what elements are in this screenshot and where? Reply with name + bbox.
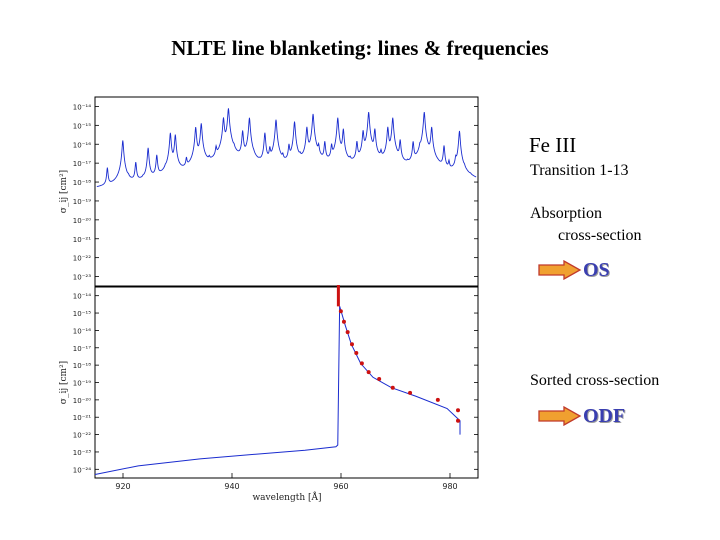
- odf-point: [345, 330, 350, 335]
- y-tick-label: 10⁻¹⁵: [73, 310, 91, 318]
- odf-point: [408, 390, 413, 395]
- y-tick-label: 10⁻¹⁷: [73, 345, 91, 353]
- odf-point: [456, 418, 460, 423]
- odf-point: [456, 408, 460, 413]
- y-tick-label: 10⁻¹⁸: [73, 179, 91, 187]
- odf-point: [341, 319, 346, 324]
- sorted-series-line: [94, 305, 461, 476]
- y-tick-label: 10⁻²²: [73, 432, 91, 440]
- y-tick-label: 10⁻¹⁶: [73, 141, 91, 149]
- y-tick-label: 10⁻¹⁸: [73, 362, 91, 370]
- x-tick-label: 920: [115, 482, 130, 491]
- os-arrow-icon: [538, 260, 582, 280]
- plot-frame-1: [94, 286, 479, 479]
- odf-label: ODF: [583, 405, 626, 427]
- y-tick-label: 10⁻²⁰: [73, 217, 91, 225]
- plot-frame-0: [94, 96, 479, 287]
- odf-point: [338, 309, 343, 314]
- y-tick-label: 10⁻²¹: [73, 414, 91, 422]
- y-tick-label: 10⁻¹⁴: [73, 103, 91, 111]
- y-tick-label: 10⁻¹⁵: [73, 122, 91, 130]
- y-tick-label: 10⁻¹⁹: [73, 380, 91, 388]
- odf-arrow-icon: [538, 406, 582, 426]
- x-axis-label: wavelength [Å]: [252, 491, 321, 503]
- y-tick-label: 10⁻¹⁴: [73, 293, 91, 301]
- transition-label: Transition 1-13: [530, 162, 629, 179]
- y-axis-label: σ_ij [cm²]: [59, 361, 69, 404]
- ion-label: Fe III: [529, 133, 577, 157]
- y-tick-label: 10⁻²³: [73, 449, 91, 457]
- absorption-series-line: [96, 108, 477, 188]
- odf-point: [366, 370, 371, 375]
- x-tick-label: 940: [224, 482, 239, 491]
- odf-point: [359, 361, 364, 366]
- x-tick-label: 980: [442, 482, 457, 491]
- y-tick-label: 10⁻¹⁹: [73, 198, 91, 206]
- y-tick-label: 10⁻¹⁷: [73, 160, 91, 168]
- y-tick-label: 10⁻²⁰: [73, 397, 91, 405]
- odf-point: [435, 397, 440, 402]
- page-title: NLTE line blanketing: lines & frequencie…: [171, 36, 549, 60]
- absorption-label-line1: Absorption: [530, 205, 602, 222]
- sorted-label: Sorted cross-section: [530, 372, 660, 389]
- odf-point: [390, 385, 395, 390]
- y-tick-label: 10⁻²²: [73, 255, 91, 263]
- y-tick-label: 10⁻²⁴: [73, 466, 91, 474]
- os-label: OS: [583, 259, 610, 281]
- y-tick-label: 10⁻¹⁶: [73, 327, 91, 335]
- odf-point: [349, 342, 354, 347]
- y-tick-label: 10⁻²¹: [73, 236, 91, 244]
- y-tick-label: 10⁻²³: [73, 274, 91, 282]
- x-tick-label: 960: [333, 482, 348, 491]
- odf-point: [377, 377, 382, 382]
- absorption-label-line2: cross-section: [558, 227, 642, 244]
- odf-point: [354, 350, 359, 355]
- y-axis-label: σ_ij [cm²]: [59, 170, 69, 213]
